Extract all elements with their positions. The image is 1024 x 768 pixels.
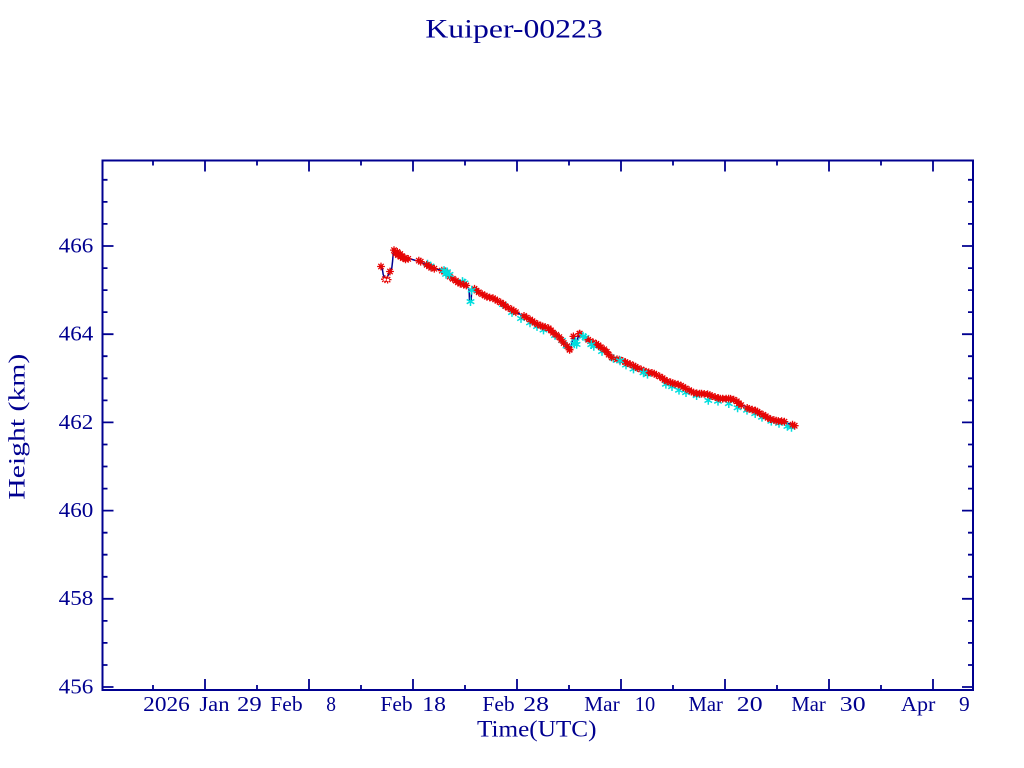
svg-text:Mar: Mar (791, 692, 825, 716)
svg-text:20: 20 (737, 692, 763, 716)
svg-text:Height (km): Height (km) (5, 354, 30, 500)
svg-text:28: 28 (523, 692, 549, 716)
svg-text:460: 460 (59, 498, 94, 522)
svg-text:Mar: Mar (584, 692, 619, 716)
svg-text:464: 464 (59, 322, 94, 346)
svg-text:30: 30 (840, 692, 866, 716)
svg-text:9: 9 (959, 692, 970, 716)
svg-text:466: 466 (59, 233, 94, 257)
svg-text:458: 458 (59, 586, 94, 610)
svg-text:Time(UTC): Time(UTC) (477, 717, 597, 742)
svg-text:18: 18 (422, 692, 446, 716)
svg-text:29: 29 (237, 692, 262, 716)
svg-text:Mar: Mar (689, 692, 723, 716)
svg-text:Feb: Feb (482, 692, 514, 716)
svg-text:8: 8 (326, 692, 336, 716)
svg-text:2026: 2026 (143, 692, 190, 716)
svg-text:Kuiper-00223: Kuiper-00223 (425, 15, 602, 44)
svg-text:Feb: Feb (270, 692, 302, 716)
svg-text:462: 462 (59, 410, 94, 434)
svg-text:Feb: Feb (380, 692, 412, 716)
svg-text:Jan: Jan (199, 692, 230, 716)
svg-text:Apr: Apr (901, 692, 935, 716)
svg-text:10: 10 (635, 692, 655, 716)
svg-text:456: 456 (59, 674, 94, 698)
